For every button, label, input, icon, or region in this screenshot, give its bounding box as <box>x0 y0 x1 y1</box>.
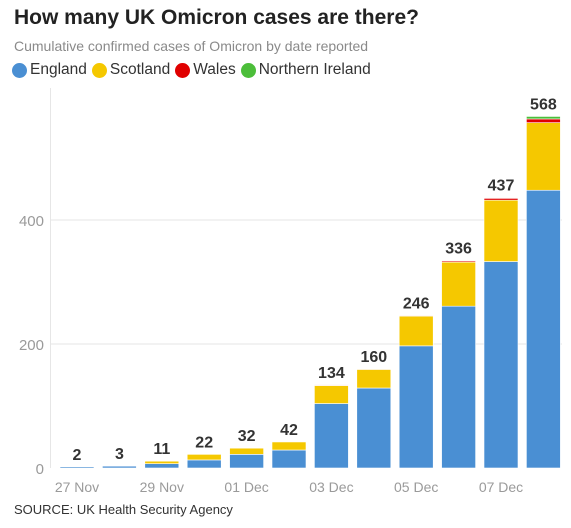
x-tick-label-1: 29 Nov <box>140 479 184 495</box>
bar-england-2 <box>144 463 180 469</box>
y-tick-label-400: 400 <box>19 213 44 230</box>
total-label-10: 437 <box>488 178 515 195</box>
legend-item-northern-ireland: Northern Ireland <box>240 61 371 79</box>
total-label-3: 22 <box>195 434 213 451</box>
legend-item-wales: Wales <box>175 61 236 79</box>
bar-scotland-8 <box>398 315 434 347</box>
total-label-7: 160 <box>360 349 387 366</box>
bar-england-7 <box>356 387 392 469</box>
legend-swatch-northern-ireland <box>240 62 256 78</box>
y-tick-label-200: 200 <box>19 337 44 354</box>
legend-label-northern-ireland: Northern Ireland <box>258 61 371 78</box>
bar-wales-7 <box>356 368 392 370</box>
bar-england-4 <box>229 454 264 469</box>
total-label-5: 42 <box>280 422 298 439</box>
legend-item-england: England <box>12 61 87 79</box>
x-tick-label-0: 27 Nov <box>55 479 99 495</box>
bar-england-11 <box>526 189 561 469</box>
bar-england-9 <box>441 305 476 469</box>
total-label-2: 11 <box>153 441 170 458</box>
bar-england-10 <box>483 261 519 469</box>
chart-subtitle: Cumulative confirmed cases of Omicron by… <box>14 38 369 54</box>
total-label-9: 336 <box>445 240 472 257</box>
bar-wales-11 <box>526 118 561 123</box>
source-note: SOURCE: UK Health Security Agency <box>14 502 233 517</box>
bar-england-0 <box>59 466 95 469</box>
bar-england-1 <box>102 465 137 469</box>
bar-england-5 <box>271 449 307 469</box>
bar-scotland-10 <box>483 199 519 262</box>
bar-scotland-4 <box>229 447 264 455</box>
bar-england-8 <box>398 345 434 469</box>
bar-scotland-6 <box>314 385 349 404</box>
total-label-0: 2 <box>73 447 82 464</box>
bar-scotland-11 <box>526 122 561 191</box>
legend-swatch-wales <box>175 62 191 78</box>
total-label-4: 32 <box>238 428 256 445</box>
bar-scotland-5 <box>271 441 307 451</box>
bar-england-6 <box>314 403 349 469</box>
total-label-8: 246 <box>403 295 430 312</box>
bar-wales-6 <box>314 384 349 386</box>
y-tick-label-0: 0 <box>36 461 44 478</box>
legend-swatch-scotland <box>91 62 107 78</box>
x-tick-label-5: 07 Dec <box>479 479 523 495</box>
bar-scotland-3 <box>186 454 222 461</box>
bar-scotland-2 <box>144 460 180 464</box>
bar-england-3 <box>186 459 222 469</box>
total-label-11: 568 <box>530 96 557 113</box>
legend-label-england: England <box>30 61 87 78</box>
bar-scotland-9 <box>441 261 476 307</box>
legend: England Scotland Wales Northern Ireland <box>12 61 376 79</box>
total-label-6: 134 <box>318 365 345 382</box>
legend-item-scotland: Scotland <box>91 61 171 79</box>
x-tick-label-3: 03 Dec <box>309 479 353 495</box>
legend-label-scotland: Scotland <box>109 61 171 78</box>
bar-wales-8 <box>398 315 434 317</box>
legend-swatch-england <box>12 62 27 78</box>
total-label-1: 3 <box>115 446 124 463</box>
bar-scotland-7 <box>356 369 392 389</box>
chart-title: How many UK Omicron cases are there? <box>14 6 419 29</box>
legend-label-wales: Wales <box>193 61 236 78</box>
x-tick-label-4: 05 Dec <box>394 479 438 495</box>
x-tick-label-2: 01 Dec <box>224 479 268 495</box>
bar-northern-ireland-10 <box>483 197 519 199</box>
bar-northern-ireland-11 <box>526 116 561 120</box>
bar-northern-ireland-9 <box>441 259 476 262</box>
